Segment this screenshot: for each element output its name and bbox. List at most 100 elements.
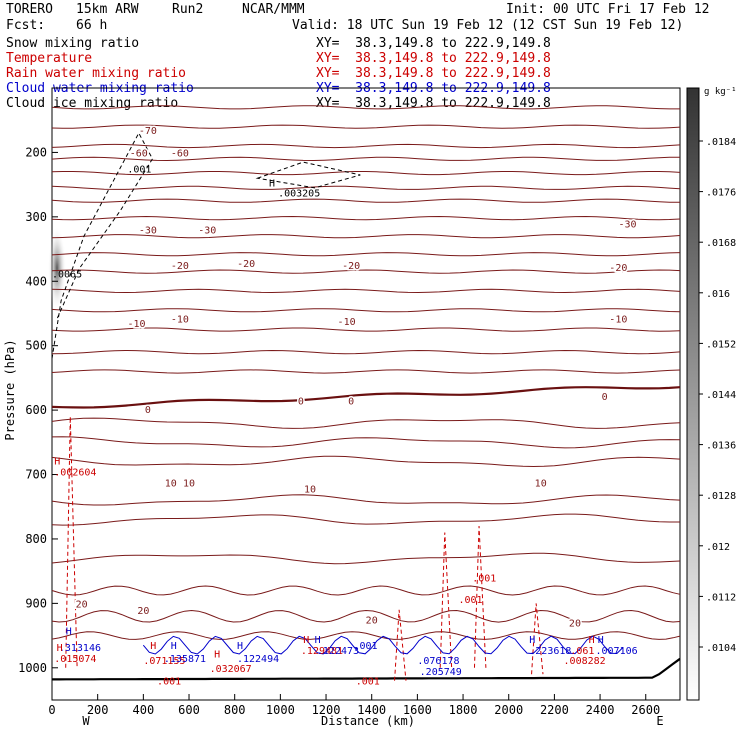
- isotherm-label: 10: [535, 478, 547, 489]
- extremum-label: .001: [458, 595, 482, 606]
- extremum-label: .0065: [52, 270, 82, 281]
- isotherm-line: [51, 349, 681, 355]
- forecast-label: Fcst:: [6, 18, 46, 33]
- isotherm-line: [51, 105, 680, 110]
- extremum-label: .313146: [59, 643, 101, 654]
- legend-cloud-ice: Cloud ice mixing ratio: [6, 96, 179, 111]
- x-tick-label: 600: [178, 703, 200, 717]
- legend-rain-xy: XY= 38.3,149.8 to 222.9,149.8: [316, 66, 551, 81]
- isotherm-line: [51, 124, 681, 129]
- model-name: TORERO: [6, 2, 53, 17]
- extremum-label: .001: [127, 165, 151, 176]
- x-tick-label: 800: [224, 703, 246, 717]
- isotherm-line: [51, 369, 681, 374]
- legend-rain: Rain water mixing ratio: [6, 66, 187, 81]
- isotherm-line: [51, 156, 680, 162]
- extremum-label: .223618: [529, 646, 571, 657]
- colorbar-label: .0176: [706, 188, 736, 199]
- isotherm-label: 20: [76, 599, 88, 610]
- isotherm-line: [51, 269, 681, 274]
- colorbar: g kg⁻¹ .0184 .0176 .0168 .016 .0152 .0144 .013…: [686, 87, 737, 701]
- isotherm-line: [51, 288, 681, 294]
- isotherm-label: -10: [338, 317, 356, 328]
- x-tick-label: 0: [48, 703, 55, 717]
- plot-frame: [51, 87, 681, 701]
- x-end-west: W: [82, 714, 90, 728]
- isotherm-label: 10: [165, 478, 177, 489]
- y-tick-label: 700: [25, 468, 47, 482]
- colorbar-unit: g kg⁻¹: [704, 87, 737, 97]
- x-tick-label: 1000: [266, 703, 295, 717]
- extremum-label: .007106: [596, 646, 638, 657]
- isotherm-label: -10: [171, 315, 189, 326]
- terrain-surface: [52, 657, 681, 681]
- isotherm-line: [51, 252, 681, 257]
- colorbar-scale: [686, 87, 700, 701]
- extremum-label: H: [598, 635, 604, 646]
- isotherm-label: 20: [569, 619, 581, 630]
- x-tick-label: 2200: [540, 703, 569, 717]
- isotherm-label: -20: [171, 261, 189, 272]
- valid-time: Valid: 18 UTC Sun 19 Feb 12 (12 CST Sun …: [292, 18, 684, 33]
- x-tick-label: 1600: [403, 703, 432, 717]
- x-tick-label: 1400: [357, 703, 386, 717]
- extremum-label: .032067: [210, 664, 252, 675]
- isotherm-line: [51, 171, 681, 176]
- y-axis-title: Pressure (hPa): [3, 339, 17, 440]
- y-tick-label: 900: [25, 596, 47, 610]
- colorbar-label: .012: [706, 542, 730, 553]
- x-tick-label: 2400: [586, 703, 615, 717]
- x-tick-label: 2600: [631, 703, 660, 717]
- center-label: NCAR/MMM: [242, 2, 305, 17]
- extremum-label: .076178: [417, 656, 459, 667]
- colorbar-label: .0168: [706, 238, 736, 249]
- snow-shading: [48, 226, 66, 311]
- y-tick-label: 1000: [18, 661, 47, 675]
- extremum-label: .122473: [317, 646, 359, 657]
- isotherm-line: [51, 185, 681, 190]
- rain-water-contour: [394, 609, 407, 681]
- isotherm-line: [51, 455, 681, 468]
- y-tick-label: 400: [25, 274, 47, 288]
- isotherm-label: -60: [171, 148, 189, 159]
- isotherm-label: -30: [618, 219, 636, 230]
- x-tick-label: 1800: [449, 703, 478, 717]
- extremum-label: .122494: [237, 654, 279, 665]
- isotherm-line: [51, 327, 681, 332]
- extremum-label: H: [589, 635, 595, 646]
- legend-temperature: Temperature: [6, 51, 93, 66]
- extremum-label: H: [150, 641, 156, 652]
- extremum-label: .001: [472, 574, 496, 585]
- y-tick-label: 500: [25, 339, 47, 353]
- colorbar-label: .0112: [706, 592, 736, 603]
- isotherm-label: -20: [237, 259, 255, 270]
- isotherm-label: 0: [602, 392, 608, 403]
- isotherm-line: [51, 494, 681, 506]
- isotherm-line: [51, 631, 681, 640]
- x-tick-label: 400: [133, 703, 155, 717]
- isotherm-label: 0: [145, 405, 151, 416]
- extremum-label: .061: [570, 646, 594, 657]
- y-tick-label: 300: [25, 210, 47, 224]
- cloud-ice-contour: [255, 161, 361, 189]
- colorbar-label: .0184: [706, 137, 736, 148]
- isotherm-line: [51, 513, 680, 526]
- isotherm-label: -30: [139, 226, 157, 237]
- isotherm-line: [51, 198, 681, 203]
- extremum-label: .015074: [54, 654, 96, 665]
- extremum-label: .001: [353, 641, 377, 652]
- resolution: 15km ARW: [76, 2, 139, 17]
- rain-water-contour: [473, 526, 487, 668]
- isotherm-label: 0: [298, 396, 304, 407]
- x-tick-label: 200: [87, 703, 109, 717]
- extremum-label: .135871: [164, 654, 206, 665]
- extremum-label: H: [529, 635, 535, 646]
- isotherm-label: -10: [609, 315, 627, 326]
- cloud-water-contour: [142, 635, 624, 655]
- isotherm-line: [51, 609, 681, 623]
- extremum-label: H: [66, 626, 72, 637]
- legend-snow-xy: XY= 38.3,149.8 to 222.9,149.8: [316, 36, 551, 51]
- extremum-label: H: [54, 456, 60, 467]
- isotherm-line: [51, 552, 681, 565]
